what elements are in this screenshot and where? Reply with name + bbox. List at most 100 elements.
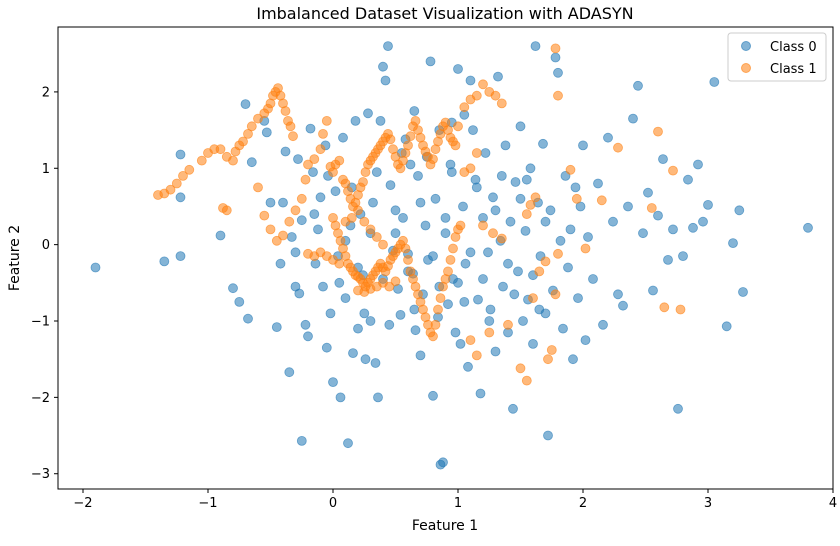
- data-point-class-0: [563, 262, 573, 273]
- data-point-class-1: [271, 235, 282, 246]
- data-point-class-1: [403, 140, 413, 151]
- data-point-class-0: [673, 403, 683, 414]
- data-point-class-1: [435, 293, 446, 304]
- data-point-class-0: [296, 215, 307, 226]
- y-tick-label: 1: [42, 162, 50, 177]
- data-point-class-1: [371, 232, 382, 242]
- data-point-class-1: [496, 233, 507, 244]
- data-point-class-0: [309, 209, 320, 220]
- data-point-class-1: [675, 304, 686, 315]
- data-point-class-0: [335, 392, 346, 403]
- data-point-class-1: [540, 256, 551, 267]
- data-point-class-0: [721, 321, 732, 332]
- data-point-class-0: [321, 342, 332, 353]
- data-point-class-0: [428, 251, 438, 262]
- data-point-class-0: [633, 80, 643, 91]
- data-point-class-0: [490, 346, 501, 357]
- chart-title: Imbalanced Dataset Visualization with AD…: [256, 4, 633, 23]
- data-point-class-0: [490, 205, 501, 216]
- data-point-class-0: [425, 56, 436, 67]
- data-point-class-0: [330, 186, 341, 197]
- data-point-class-0: [698, 216, 708, 227]
- data-point-class-0: [603, 132, 613, 143]
- data-point-class-0: [375, 116, 386, 126]
- data-point-class-1: [238, 136, 248, 147]
- data-point-class-0: [478, 274, 488, 284]
- data-point-class-0: [293, 154, 303, 165]
- data-point-class-0: [465, 247, 476, 258]
- data-point-class-0: [265, 197, 276, 208]
- data-point-class-1: [653, 126, 663, 137]
- data-point-class-1: [443, 266, 453, 277]
- data-point-class-0: [348, 348, 358, 359]
- data-point-class-0: [318, 281, 328, 292]
- data-point-class-0: [521, 174, 532, 185]
- data-point-class-0: [565, 224, 576, 235]
- data-point-class-1: [165, 184, 176, 195]
- data-point-class-0: [308, 167, 318, 178]
- data-point-class-0: [570, 182, 581, 193]
- data-point-class-0: [678, 251, 688, 262]
- data-point-class-0: [294, 288, 305, 299]
- x-tick-label: 3: [704, 496, 712, 511]
- data-point-class-0: [693, 159, 703, 170]
- data-point-class-0: [463, 361, 473, 372]
- data-point-class-1: [300, 174, 311, 185]
- data-point-class-0: [90, 262, 101, 273]
- data-point-class-0: [398, 212, 408, 223]
- data-point-class-0: [384, 319, 395, 330]
- data-point-class-1: [646, 203, 657, 213]
- data-points: [90, 41, 813, 470]
- data-point-class-1: [488, 228, 498, 239]
- data-point-class-1: [515, 363, 526, 374]
- data-point-class-0: [648, 285, 658, 296]
- x-axis-label: Feature 1: [412, 518, 478, 534]
- data-point-class-1: [596, 195, 607, 206]
- data-point-class-0: [275, 258, 286, 269]
- data-point-class-0: [460, 258, 471, 269]
- data-point-class-0: [485, 304, 496, 315]
- data-point-class-1: [530, 192, 541, 203]
- data-point-class-1: [385, 134, 396, 145]
- data-point-class-0: [296, 435, 307, 446]
- data-point-class-1: [405, 131, 416, 142]
- data-point-class-0: [663, 254, 673, 265]
- legend-label-class-1: Class 1: [770, 62, 817, 77]
- data-point-class-1: [359, 216, 370, 227]
- legend-marker-class-0: [741, 41, 751, 51]
- data-point-class-0: [550, 52, 561, 63]
- data-point-class-0: [453, 277, 463, 288]
- data-point-class-1: [525, 199, 536, 210]
- data-point-class-1: [184, 164, 195, 175]
- data-point-class-1: [459, 102, 470, 113]
- y-tick-label: 0: [42, 238, 50, 253]
- data-point-class-0: [510, 177, 521, 187]
- data-point-class-0: [493, 71, 503, 82]
- data-point-class-0: [380, 75, 391, 86]
- data-point-class-0: [500, 140, 511, 151]
- data-point-class-0: [303, 331, 313, 342]
- data-point-class-1: [296, 193, 307, 204]
- data-point-class-1: [521, 209, 532, 220]
- data-point-class-1: [334, 155, 345, 166]
- axes-frame: [57, 26, 834, 490]
- data-point-class-1: [285, 121, 296, 132]
- data-point-class-0: [513, 266, 523, 277]
- data-point-class-1: [384, 281, 395, 292]
- data-point-class-0: [373, 392, 383, 403]
- data-point-class-0: [378, 61, 388, 72]
- data-point-class-1: [428, 331, 438, 342]
- data-point-class-0: [540, 216, 551, 227]
- data-point-class-1: [528, 293, 538, 304]
- data-point-class-0: [315, 192, 326, 203]
- data-point-class-0: [410, 325, 421, 336]
- data-point-class-0: [734, 205, 745, 216]
- data-point-class-0: [683, 174, 693, 185]
- data-point-class-1: [459, 167, 470, 178]
- data-point-class-1: [668, 165, 678, 176]
- data-point-class-0: [353, 323, 363, 334]
- data-point-class-0: [573, 293, 583, 304]
- data-point-class-1: [358, 177, 368, 187]
- data-point-class-1: [303, 248, 313, 259]
